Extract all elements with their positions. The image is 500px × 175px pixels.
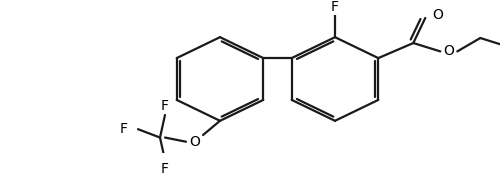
Text: O: O (443, 44, 454, 58)
Text: F: F (331, 0, 339, 14)
Text: F: F (120, 122, 128, 136)
Text: F: F (161, 162, 169, 175)
Text: F: F (161, 99, 169, 113)
Text: O: O (432, 8, 442, 22)
Text: O: O (190, 135, 200, 149)
